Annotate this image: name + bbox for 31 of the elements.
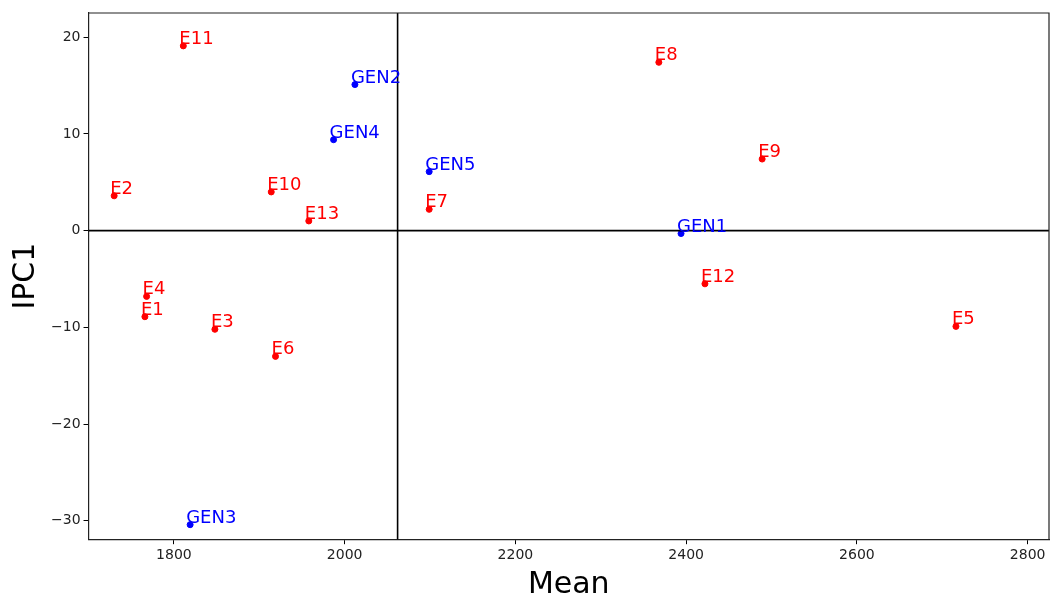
annotation: E5 bbox=[951, 307, 975, 329]
annotation: E1 bbox=[140, 297, 164, 319]
x-tick-label: 2400 bbox=[668, 546, 704, 563]
x-tick-label: 2200 bbox=[497, 546, 534, 563]
annotation: E3 bbox=[210, 310, 234, 332]
y-tick-label: 20 bbox=[62, 27, 81, 44]
annotation: E2 bbox=[110, 176, 133, 198]
annotation: E9 bbox=[758, 140, 781, 162]
annotation: E8 bbox=[654, 43, 678, 65]
x-tick-label: 2800 bbox=[1009, 546, 1046, 563]
y-tick-label: 0 bbox=[71, 221, 81, 238]
annotation: E12 bbox=[700, 264, 736, 286]
y-tick-label: −10 bbox=[51, 318, 81, 335]
annotation: GEN1 bbox=[677, 214, 728, 236]
x-tick-label: 2600 bbox=[839, 546, 875, 563]
annotation: GEN5 bbox=[425, 152, 476, 174]
y-tick-label: −30 bbox=[51, 511, 81, 528]
x-tick-label: 1800 bbox=[156, 546, 192, 563]
x-axis-title: Mean bbox=[527, 564, 610, 600]
y-tick-label: 10 bbox=[62, 124, 81, 141]
x-tick-label: 2000 bbox=[326, 546, 363, 563]
annotation: GEN4 bbox=[329, 120, 380, 142]
annotation: E6 bbox=[271, 337, 295, 359]
annotation: E13 bbox=[304, 201, 340, 223]
annotation: E11 bbox=[179, 26, 214, 48]
annotation: GEN3 bbox=[186, 505, 237, 527]
y-axis-title: IPC1 bbox=[5, 242, 41, 310]
annotation: E10 bbox=[267, 172, 302, 194]
annotation: E4 bbox=[142, 277, 166, 299]
annotation: E7 bbox=[425, 190, 449, 212]
y-tick-label: −20 bbox=[51, 414, 81, 431]
